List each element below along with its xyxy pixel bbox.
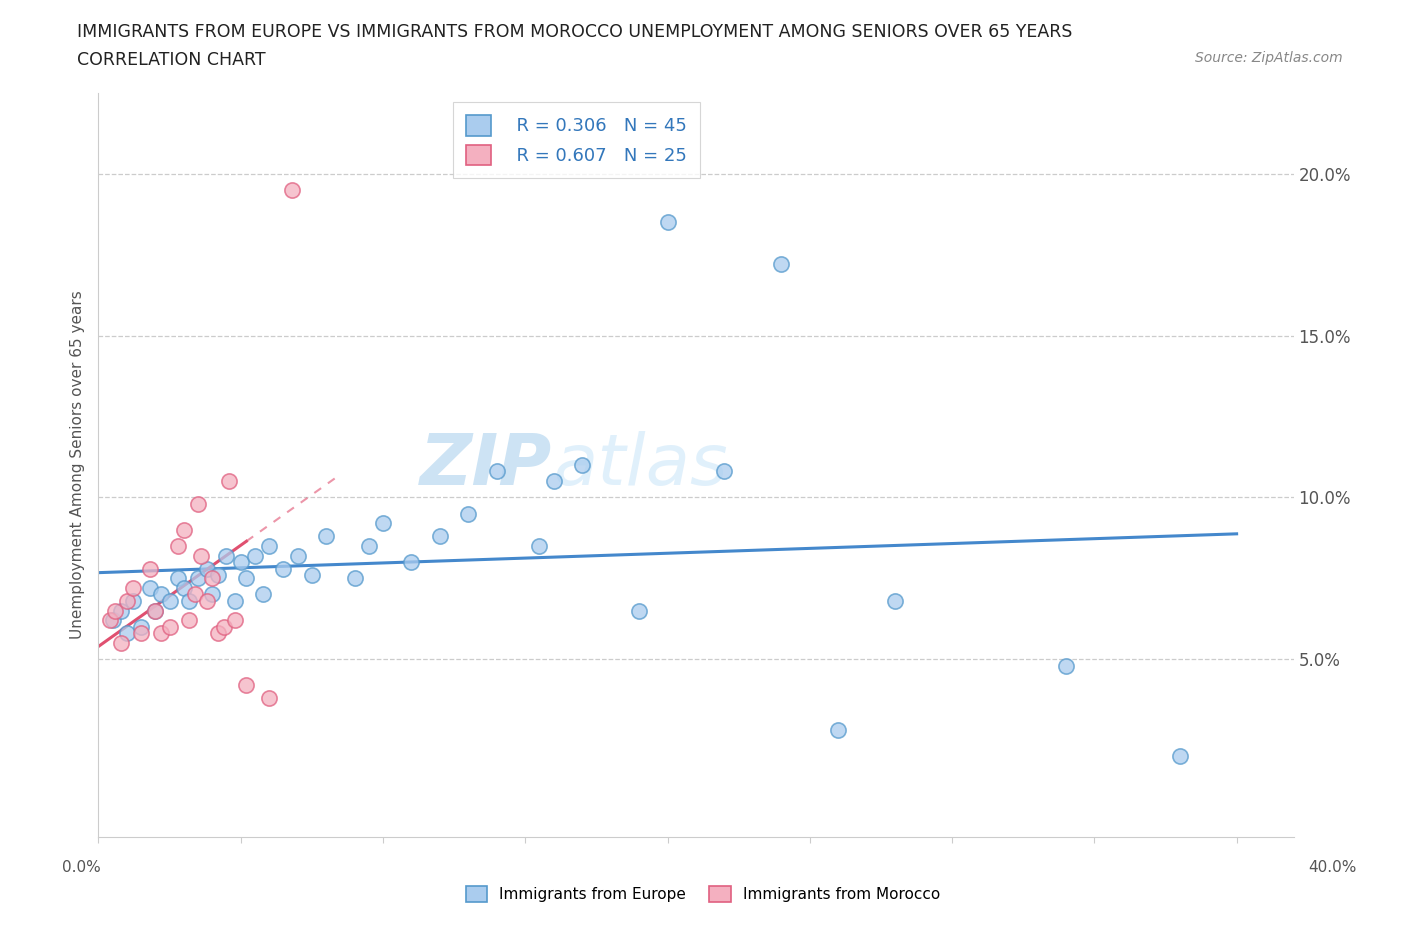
Point bbox=[190, 548, 212, 563]
Point bbox=[529, 538, 551, 553]
Point bbox=[167, 538, 190, 553]
Point bbox=[429, 529, 451, 544]
Point bbox=[224, 593, 246, 608]
Point bbox=[371, 516, 394, 531]
Point bbox=[207, 567, 229, 582]
Point bbox=[224, 613, 246, 628]
Point bbox=[115, 593, 138, 608]
Point bbox=[713, 464, 735, 479]
Point bbox=[184, 587, 207, 602]
Point bbox=[143, 604, 166, 618]
Point bbox=[173, 580, 195, 595]
Point bbox=[179, 613, 201, 628]
Text: 0.0%: 0.0% bbox=[62, 860, 101, 875]
Text: 40.0%: 40.0% bbox=[1309, 860, 1357, 875]
Point bbox=[150, 626, 173, 641]
Point bbox=[121, 593, 143, 608]
Point bbox=[273, 561, 295, 576]
Point bbox=[98, 613, 121, 628]
Point bbox=[357, 538, 380, 553]
Point bbox=[143, 604, 166, 618]
Point bbox=[212, 619, 235, 634]
Point bbox=[201, 571, 224, 586]
Point bbox=[129, 626, 152, 641]
Point bbox=[485, 464, 508, 479]
Text: Source: ZipAtlas.com: Source: ZipAtlas.com bbox=[1195, 51, 1343, 65]
Point bbox=[173, 523, 195, 538]
Point bbox=[243, 548, 266, 563]
Text: ZIP: ZIP bbox=[420, 431, 553, 499]
Point bbox=[159, 619, 181, 634]
Point bbox=[218, 473, 240, 488]
Point bbox=[301, 567, 323, 582]
Point bbox=[287, 548, 309, 563]
Point bbox=[138, 580, 160, 595]
Point bbox=[257, 690, 280, 705]
Point bbox=[884, 593, 907, 608]
Point bbox=[401, 554, 423, 569]
Point bbox=[195, 561, 218, 576]
Point bbox=[1054, 658, 1077, 673]
Point bbox=[235, 678, 257, 693]
Point bbox=[657, 215, 679, 230]
Legend: Immigrants from Europe, Immigrants from Morocco: Immigrants from Europe, Immigrants from … bbox=[460, 880, 946, 909]
Point bbox=[101, 613, 124, 628]
Point bbox=[252, 587, 274, 602]
Point bbox=[159, 593, 181, 608]
Point bbox=[195, 593, 218, 608]
Point bbox=[770, 257, 793, 272]
Point bbox=[343, 571, 366, 586]
Point bbox=[257, 538, 280, 553]
Point bbox=[104, 604, 127, 618]
Point bbox=[187, 497, 209, 512]
Point bbox=[138, 561, 160, 576]
Point bbox=[827, 723, 849, 737]
Legend:   R = 0.306   N = 45,   R = 0.607   N = 25: R = 0.306 N = 45, R = 0.607 N = 25 bbox=[453, 102, 700, 178]
Point bbox=[187, 571, 209, 586]
Point bbox=[571, 458, 593, 472]
Point bbox=[150, 587, 173, 602]
Point bbox=[179, 593, 201, 608]
Point bbox=[229, 554, 252, 569]
Point bbox=[110, 604, 132, 618]
Text: CORRELATION CHART: CORRELATION CHART bbox=[77, 51, 266, 69]
Point bbox=[129, 619, 152, 634]
Point bbox=[121, 580, 143, 595]
Point bbox=[543, 473, 565, 488]
Text: atlas: atlas bbox=[553, 431, 727, 499]
Point bbox=[115, 626, 138, 641]
Text: IMMIGRANTS FROM EUROPE VS IMMIGRANTS FROM MOROCCO UNEMPLOYMENT AMONG SENIORS OVE: IMMIGRANTS FROM EUROPE VS IMMIGRANTS FRO… bbox=[77, 23, 1073, 41]
Point bbox=[1168, 749, 1191, 764]
Point bbox=[201, 587, 224, 602]
Point bbox=[207, 626, 229, 641]
Point bbox=[167, 571, 190, 586]
Point bbox=[628, 604, 651, 618]
Point bbox=[215, 548, 238, 563]
Point bbox=[315, 529, 337, 544]
Point bbox=[235, 571, 257, 586]
Point bbox=[281, 182, 304, 197]
Y-axis label: Unemployment Among Seniors over 65 years: Unemployment Among Seniors over 65 years bbox=[69, 291, 84, 640]
Point bbox=[457, 506, 479, 521]
Point bbox=[110, 635, 132, 650]
